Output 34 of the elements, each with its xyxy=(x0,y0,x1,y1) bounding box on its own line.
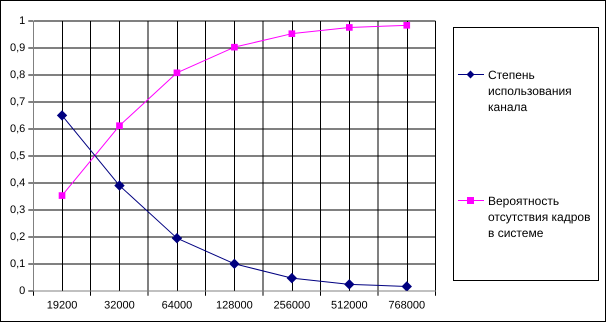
x-tick-label: 512000 xyxy=(330,299,368,312)
point xyxy=(288,30,296,38)
y-tick-label: 0,7 xyxy=(10,96,26,108)
point xyxy=(114,180,124,191)
x-tick-label: 256000 xyxy=(273,299,310,312)
y-tick-label: 0,6 xyxy=(10,122,26,135)
x-tick-label: 64000 xyxy=(162,299,192,312)
y-tick-label: 0,1 xyxy=(10,258,26,270)
point xyxy=(57,110,68,120)
y-tick-label: 0,8 xyxy=(10,68,26,81)
point xyxy=(346,24,353,31)
point xyxy=(403,22,410,29)
y-tick-label: 0,9 xyxy=(10,42,26,54)
point xyxy=(174,69,180,76)
x-tick-label: 768000 xyxy=(388,299,426,312)
point xyxy=(231,44,238,50)
y-tick-label: 1 xyxy=(19,15,26,28)
y-tick-label: 0,4 xyxy=(10,176,26,189)
legend-label: Вероятность отсутствия кадров в системе xyxy=(488,193,592,241)
y-tick-label: 0,3 xyxy=(10,204,26,216)
x-tick-label: 128000 xyxy=(216,299,253,312)
point xyxy=(402,281,412,291)
point xyxy=(172,233,182,244)
point xyxy=(116,122,123,130)
y-tick-label: 0 xyxy=(19,284,26,297)
y-tick-label: 0,2 xyxy=(10,230,26,243)
point xyxy=(344,279,354,290)
point xyxy=(229,258,240,269)
point xyxy=(286,273,297,284)
point xyxy=(58,192,66,199)
y-tick-label: 0,5 xyxy=(10,150,26,162)
x-tick-label: 19200 xyxy=(46,299,78,312)
legend-label: Степень использования канала xyxy=(488,67,573,115)
x-tick-label: 32000 xyxy=(104,299,135,312)
